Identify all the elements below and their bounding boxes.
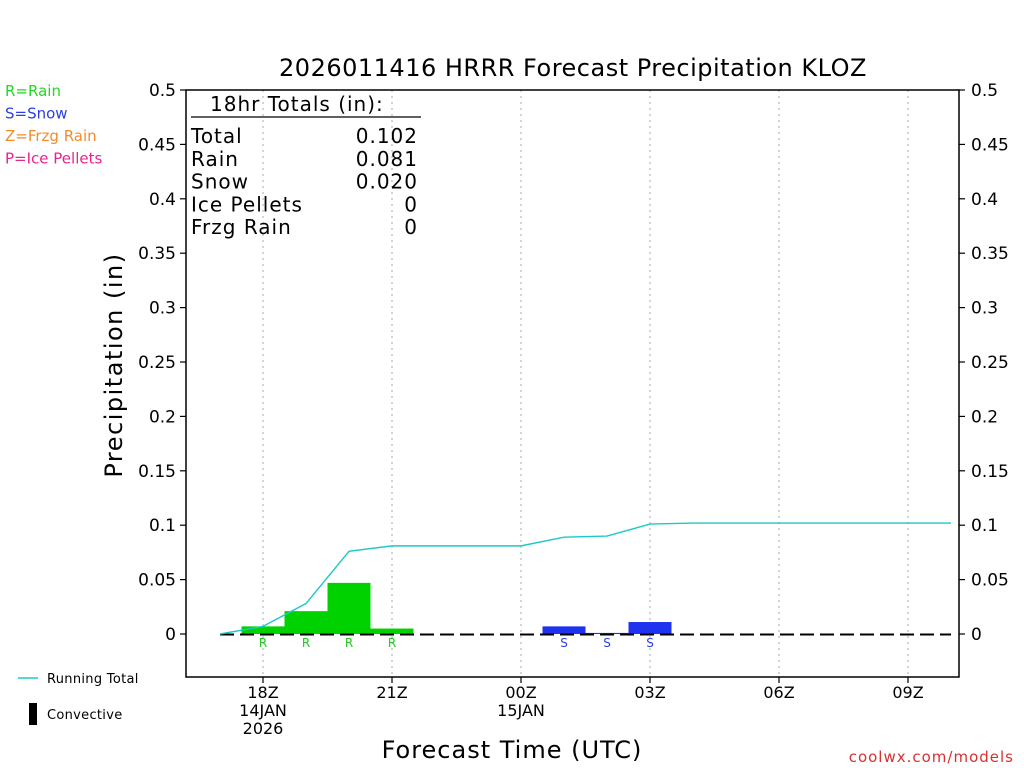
totals-heading: 18hr Totals (in): (210, 92, 384, 116)
totals-row-value-4: 0 (404, 215, 418, 239)
precip-bars (241, 582, 672, 634)
y-tick-label-left-1: 0.05 (138, 571, 176, 591)
bar-type-label-3: R (388, 636, 396, 650)
type-legend-item-1: S=Snow (5, 105, 68, 123)
totals-box: 18hr Totals (in): Total 0.102 Rain 0.081 Sno… (190, 92, 421, 239)
series-legend-label-0: Running Total (47, 672, 139, 687)
x-tick-label-0-2: 2026 (243, 719, 284, 738)
bar-type-label-0: R (259, 636, 267, 650)
bar-2 (327, 582, 371, 634)
y-tick-label-left-10: 0.5 (149, 81, 176, 101)
y-axis-left: 0 0.05 0.1 0.15 0.2 0.25 0.3 0.35 0.4 0.45 0.5 (138, 81, 186, 645)
x-tick-label-4-0: 06Z (763, 683, 794, 702)
x-tick-label-2-0: 00Z (505, 683, 536, 702)
y-tick-label-left-8: 0.4 (149, 190, 176, 210)
bar-4 (542, 626, 586, 634)
bar-type-label-4: S (560, 636, 568, 650)
y-tick-label-left-3: 0.15 (138, 462, 176, 482)
y-tick-label-right-1: 0.05 (971, 571, 1009, 591)
x-axis-label: Forecast Time (UTC) (382, 736, 643, 764)
x-tick-label-0-1: 14JAN (239, 701, 287, 720)
y-tick-label-right-5: 0.25 (971, 353, 1009, 373)
bar-type-label-2: R (345, 636, 353, 650)
x-tick-label-2-1: 15JAN (497, 701, 545, 720)
y-tick-label-left-4: 0.2 (149, 407, 176, 427)
totals-row-label-0: Total (190, 124, 243, 148)
x-tick-label-0-0: 18Z (247, 683, 278, 702)
grid-lines (262, 90, 909, 677)
bar-5 (585, 632, 629, 634)
bar-3 (370, 628, 414, 634)
y-tick-label-right-3: 0.15 (971, 462, 1009, 482)
totals-row-value-2: 0.020 (356, 170, 418, 194)
y-tick-label-right-6: 0.3 (971, 299, 998, 319)
totals-row-value-3: 0 (404, 192, 418, 216)
running-total-line (219, 522, 951, 635)
x-tick-label-3-0: 03Z (634, 683, 665, 702)
y-tick-label-right-2: 0.1 (971, 516, 998, 536)
y-tick-label-left-9: 0.45 (138, 135, 176, 155)
credit-text: coolwx.com/models (849, 748, 1014, 766)
convective-legend-swatch (29, 703, 37, 725)
chart-title: 2026011416 HRRR Forecast Precipitation K… (279, 54, 867, 82)
series-legend: Running Total Convective (18, 672, 139, 725)
totals-row-label-1: Rain (191, 147, 239, 171)
type-legend-item-3: P=Ice Pellets (5, 150, 102, 168)
totals-row-label-4: Frzg Rain (191, 215, 292, 239)
y-tick-label-left-2: 0.1 (149, 516, 176, 536)
y-tick-label-right-10: 0.5 (971, 81, 998, 101)
bar-type-label-6: S (646, 636, 654, 650)
totals-row-value-1: 0.081 (356, 147, 418, 171)
series-legend-label-1: Convective (47, 708, 123, 723)
y-tick-label-right-0: 0 (971, 625, 982, 645)
y-tick-label-right-4: 0.2 (971, 407, 998, 427)
type-legend-item-0: R=Rain (5, 82, 61, 100)
totals-row-value-0: 0.102 (356, 124, 418, 148)
bar-1 (284, 611, 328, 634)
y-axis-right: 0 0.05 0.1 0.15 0.2 0.25 0.3 0.35 0.4 0.45 0.5 (959, 81, 1009, 645)
precip-type-legend: R=Rain S=Snow Z=Frzg Rain P=Ice Pellets (5, 82, 102, 168)
y-tick-label-left-6: 0.3 (149, 299, 176, 319)
bar-type-label-1: R (302, 636, 310, 650)
bar-type-label-5: S (603, 636, 611, 650)
x-tick-label-1-0: 21Z (376, 683, 407, 702)
y-tick-label-left-5: 0.25 (138, 353, 176, 373)
totals-row-label-3: Ice Pellets (191, 192, 303, 216)
totals-row-label-2: Snow (191, 170, 249, 194)
bar-0 (241, 626, 285, 634)
plot-frame (185, 89, 960, 678)
running-total-series (219, 522, 951, 635)
y-axis-label: Precipitation (in) (100, 252, 128, 477)
y-tick-label-right-8: 0.4 (971, 190, 998, 210)
bar-6 (628, 622, 672, 634)
y-tick-label-right-9: 0.45 (971, 135, 1009, 155)
y-tick-label-right-7: 0.35 (971, 244, 1009, 264)
type-legend-item-2: Z=Frzg Rain (5, 127, 97, 145)
x-tick-label-5-0: 09Z (892, 683, 923, 702)
y-tick-label-left-7: 0.35 (138, 244, 176, 264)
y-tick-label-left-0: 0 (165, 625, 176, 645)
